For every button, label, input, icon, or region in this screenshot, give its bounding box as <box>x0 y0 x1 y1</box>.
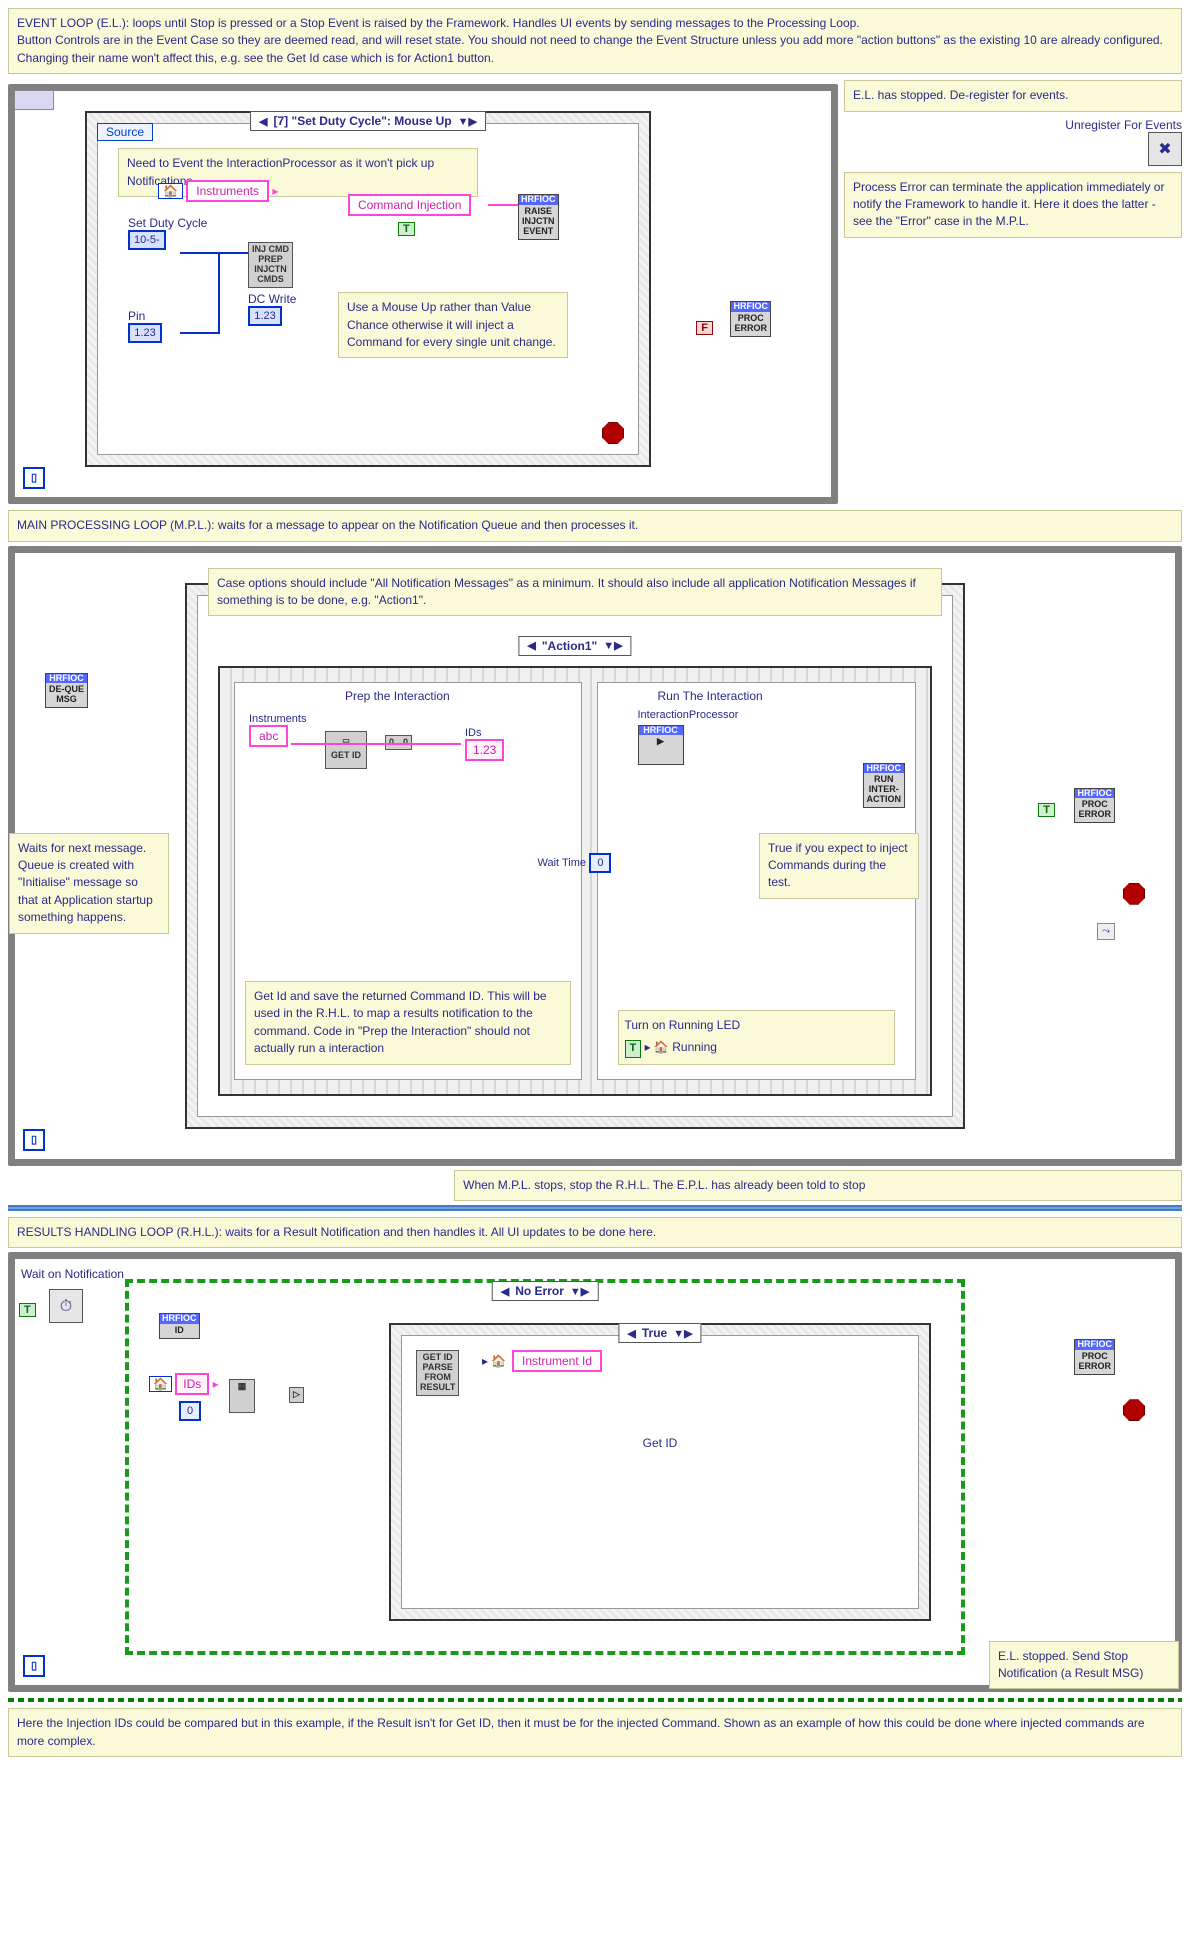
run-title: Run The Interaction <box>658 689 763 703</box>
getid-parse-node: GET ID PARSE FROM RESULT <box>416 1350 459 1396</box>
prep-title: Prep the Interaction <box>345 689 450 703</box>
dc-write-indicator: 1.23 <box>248 306 282 326</box>
loop-iteration-terminal: ▯ <box>23 467 45 489</box>
rhl-error-case: ◀ No Error ▼▶ HRFIOC ID 🏠 IDs ▸ 0 ▦ ▷ ◀ … <box>125 1279 965 1655</box>
wait-notification-node: ⏱ <box>49 1289 83 1323</box>
rhl-inner-case-label: True <box>642 1326 667 1340</box>
mpl-true-constant: T <box>1038 803 1055 817</box>
get-id-text: Get ID <box>643 1436 678 1450</box>
dc-write-label: DC Write <box>248 292 296 306</box>
index-array-node: ▦ <box>229 1379 255 1413</box>
instruments-arrow: ▸ <box>272 184 278 198</box>
case-next[interactable]: ▼▶ <box>603 639 622 652</box>
turn-on-led-label: Turn on Running LED <box>625 1017 889 1034</box>
mpl-iteration-terminal: ▯ <box>23 1129 45 1151</box>
el-stopped-note: E.L. has stopped. De-register for events… <box>844 80 1182 111</box>
false-constant: F <box>696 321 713 335</box>
instruments-label: Instruments <box>249 713 306 725</box>
case-prev[interactable]: ◀ <box>527 639 535 652</box>
mpl-stop-terminal <box>1123 883 1145 905</box>
rhl-case-label: No Error <box>515 1284 564 1298</box>
instrument-id-tag: Instrument Id <box>512 1350 602 1372</box>
instruments-control[interactable]: abc <box>249 725 288 747</box>
rhl-true-case: ◀ True ▼▶ GET ID PARSE FROM RESULT ▸ 🏠 I… <box>389 1323 931 1621</box>
instruments-local-indicator: 🏠 <box>158 183 183 199</box>
case-prev-arrow[interactable]: ◀ <box>259 115 267 128</box>
true-constant-led: T <box>625 1040 642 1058</box>
rhl-id-node: HRFIOC ID <box>159 1313 200 1339</box>
ids-local-tag: IDs <box>175 1373 209 1395</box>
pin-label: Pin <box>128 309 162 323</box>
wait-on-notification-label: Wait on Notification <box>21 1267 124 1281</box>
case-options-note: Case options should include "All Notific… <box>208 568 942 617</box>
prep-interaction-frame: Prep the Interaction Instruments abc ▭ G… <box>234 682 582 1080</box>
event-case-label: [7] "Set Duty Cycle": Mouse Up <box>274 114 452 128</box>
interaction-processor-label: InteractionProcessor <box>638 709 739 721</box>
instruments-tag: Instruments <box>186 180 269 202</box>
set-duty-cycle-label: Set Duty Cycle <box>128 216 207 230</box>
ids-indicator: 1.23 <box>465 739 504 761</box>
mpl-stop-note: When M.P.L. stops, stop the R.H.L. The E… <box>454 1170 1182 1201</box>
raise-injection-event-node: HRFIOC RAISE INJCTN EVENT <box>518 194 559 240</box>
rhl-true-constant: T <box>19 1303 36 1317</box>
proc-error-node-rhl: HRFIOC PROC ERROR <box>1074 1339 1115 1375</box>
get-id-node: ▭ GET ID <box>325 731 367 769</box>
inject-true-note: True if you expect to inject Commands du… <box>759 833 919 899</box>
bottom-injection-note: Here the Injection IDs could be compared… <box>8 1708 1182 1757</box>
get-id-note: Get Id and save the returned Command ID.… <box>245 981 571 1065</box>
wait-note: Waits for next message. Queue is created… <box>9 833 169 934</box>
ids-label: IDs <box>465 727 504 739</box>
rhl-iteration-terminal: ▯ <box>23 1655 45 1677</box>
process-error-note: Process Error can terminate the applicat… <box>844 172 1182 238</box>
event-loop-stop-terminal <box>602 422 624 444</box>
proc-error-node-el: HRFIOC PROC ERROR <box>730 301 771 337</box>
unregister-label: Unregister For Events <box>844 118 1182 132</box>
rhl-header-note: RESULTS HANDLING LOOP (R.H.L.): waits fo… <box>8 1217 1182 1248</box>
dequeue-msg-node: HRFIOC DE-QUE MSG <box>45 673 88 709</box>
case-next-arrow[interactable]: ▼▶ <box>458 115 477 128</box>
compare-node: ▷ <box>289 1387 304 1403</box>
running-local-arrow: ▸ 🏠 <box>645 1040 669 1054</box>
mpl-header-note: MAIN PROCESSING LOOP (M.P.L.): waits for… <box>8 510 1182 541</box>
event-loop-row: ▯ ◀ [7] "Set Duty Cycle": Mouse Up ▼▶ So… <box>8 80 1182 504</box>
wait-time-constant[interactable]: 0 <box>589 853 611 873</box>
zero-constant: 0 <box>179 1401 201 1421</box>
main-processing-loop-frame: ▯ HRFIOC DE-QUE MSG Waits for next messa… <box>8 546 1182 1166</box>
mpl-case-label: "Action1" <box>542 639 597 653</box>
mouse-up-note: Use a Mouse Up rather than Value Chance … <box>338 292 568 358</box>
command-injection-tag: Command Injection <box>348 194 471 216</box>
rhl-inner-case-selector[interactable]: ◀ True ▼▶ <box>618 1323 701 1343</box>
run-interaction-frame: Run The Interaction InteractionProcessor… <box>597 682 917 1080</box>
set-duty-cycle-control[interactable]: 10-5- <box>128 230 166 250</box>
unregister-events-node: ✖ <box>1148 132 1182 166</box>
pin-control[interactable]: 1.23 <box>128 323 162 343</box>
loop-header-tab <box>14 90 54 110</box>
source-tab: Source <box>97 123 153 141</box>
flat-sequence: Prep the Interaction Instruments abc ▭ G… <box>218 666 932 1096</box>
true-constant: T <box>398 222 415 236</box>
rhl-case-selector[interactable]: ◀ No Error ▼▶ <box>492 1281 599 1301</box>
event-loop-description-note: EVENT LOOP (E.L.): loops until Stop is p… <box>8 8 1182 74</box>
running-led-note: Turn on Running LED T ▸ 🏠 Running <box>618 1010 896 1064</box>
merge-errors-node: ⤳ <box>1097 923 1115 940</box>
mpl-case-selector[interactable]: ◀ "Action1" ▼▶ <box>518 636 631 656</box>
inj-cmd-prep-node: INJ CMD PREP INJCTN CMDS <box>248 242 293 288</box>
results-handling-loop-frame: ▯ Wait on Notification T ⏱ ◀ No Error ▼▶… <box>8 1252 1182 1692</box>
mpl-case-structure: Case options should include "All Notific… <box>185 583 965 1129</box>
event-case-selector[interactable]: ◀ [7] "Set Duty Cycle": Mouse Up ▼▶ <box>250 111 486 131</box>
el-stopped-rhl-note: E.L. stopped. Send Stop Notification (a … <box>989 1641 1179 1690</box>
rhl-stop-terminal <box>1123 1399 1145 1421</box>
event-structure: ◀ [7] "Set Duty Cycle": Mouse Up ▼▶ Sour… <box>85 111 651 467</box>
run-interaction-node: HRFIOC RUN INTER- ACTION <box>863 763 906 809</box>
running-local-label: Running <box>672 1040 717 1054</box>
wait-time-label: Wait Time <box>538 857 587 869</box>
proc-error-node-mpl: HRFIOC PROC ERROR <box>1074 788 1115 824</box>
event-loop-frame: ▯ ◀ [7] "Set Duty Cycle": Mouse Up ▼▶ So… <box>8 84 838 504</box>
ids-local-icon: 🏠 <box>149 1376 172 1392</box>
interaction-processor-node: HRFIOC ▶ <box>638 725 684 765</box>
